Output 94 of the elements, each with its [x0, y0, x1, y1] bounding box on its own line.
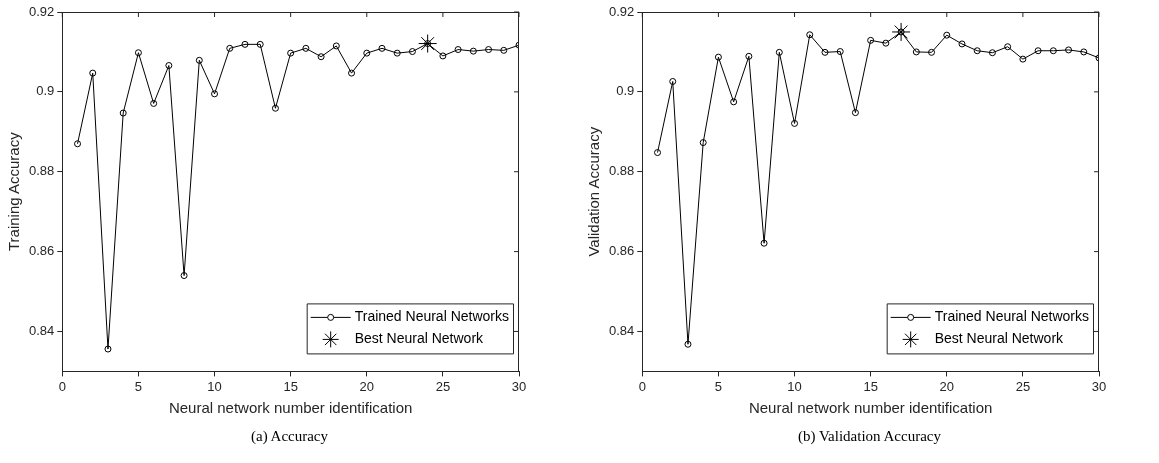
point [1049, 47, 1057, 55]
point [195, 56, 203, 64]
point [211, 90, 219, 98]
point [1080, 48, 1088, 56]
point [714, 53, 722, 61]
point [317, 53, 325, 61]
point [928, 48, 936, 56]
point [500, 46, 508, 54]
point [165, 62, 173, 70]
point [378, 44, 386, 52]
x-tick-label: 15 [283, 378, 298, 394]
point [454, 46, 462, 54]
point [775, 48, 783, 56]
x-tick-label: 25 [1015, 378, 1031, 394]
point [424, 40, 432, 48]
point [654, 149, 662, 157]
y-tick-label: 0.84 [28, 323, 55, 339]
x-tick-label: 5 [134, 378, 143, 394]
point [684, 340, 692, 348]
x-tick-label: 30 [511, 378, 527, 394]
point [988, 49, 996, 57]
point [1019, 55, 1027, 63]
point [867, 36, 875, 44]
point [745, 52, 753, 60]
point [943, 31, 951, 39]
point [791, 119, 799, 127]
x-tick-label: 25 [435, 378, 451, 394]
x-tick-label: 0 [638, 378, 646, 394]
y-tick-label: 0.88 [28, 163, 55, 179]
point [897, 28, 905, 36]
y-tick-label: 0.84 [608, 323, 635, 339]
point [973, 47, 981, 55]
text: (b) Validation Accuracy [797, 428, 942, 445]
y-tick-label: 0.88 [608, 163, 635, 179]
x-tick-label: 5 [714, 378, 723, 394]
point [134, 49, 142, 57]
legend-label: Best Neural Network [354, 330, 485, 347]
x-tick-label: 0 [58, 378, 66, 394]
point [74, 140, 82, 148]
point [408, 48, 416, 56]
point [348, 69, 356, 77]
point [363, 49, 371, 57]
x-tick-label: 10 [207, 378, 222, 394]
y-axis-title: Validation Accuracy [585, 126, 603, 257]
point [104, 345, 112, 353]
legend-label: Trained Neural Networks [934, 308, 1090, 325]
point [485, 46, 493, 54]
legend-label: Best Neural Network [934, 330, 1065, 347]
point [241, 40, 249, 48]
x-axis-title: Neural network number identification [748, 399, 993, 417]
point [836, 48, 844, 56]
point [393, 49, 401, 57]
x-axis-title: Neural network number identification [168, 399, 413, 417]
point [821, 48, 829, 56]
point [332, 42, 340, 50]
point [89, 69, 97, 77]
point [180, 272, 188, 280]
point [760, 239, 768, 247]
y-tick-label: 0.9 [36, 83, 55, 99]
point [439, 52, 447, 60]
point [699, 139, 707, 147]
point [1004, 43, 1012, 51]
point [1065, 46, 1073, 54]
point [256, 40, 264, 48]
y-tick-label: 0.86 [608, 243, 635, 259]
point [271, 104, 279, 112]
point [958, 40, 966, 48]
x-tick-label: 10 [787, 378, 802, 394]
point [418, 34, 438, 54]
point [669, 77, 677, 85]
y-tick-label: 0.86 [28, 243, 55, 259]
point [469, 47, 477, 55]
y-tick-label: 0.9 [616, 83, 635, 99]
point [150, 99, 158, 107]
x-tick-label: 20 [939, 378, 954, 394]
y-tick-label: 0.92 [608, 3, 635, 19]
point [302, 44, 310, 52]
x-tick-label: 20 [359, 378, 374, 394]
point [287, 49, 295, 57]
point [806, 31, 814, 39]
x-tick-label: 30 [1091, 378, 1107, 394]
point [226, 44, 234, 52]
point [912, 48, 920, 56]
point [730, 98, 738, 106]
x-tick-label: 15 [863, 378, 878, 394]
point [119, 109, 127, 117]
point [851, 109, 859, 117]
y-tick-label: 0.92 [28, 3, 55, 19]
text: (a) Accuracy [250, 428, 329, 445]
y-axis-title: Training Accuracy [5, 131, 23, 252]
legend-label: Trained Neural Networks [354, 308, 510, 325]
point [882, 39, 890, 47]
point [891, 22, 911, 42]
point [1034, 47, 1042, 55]
